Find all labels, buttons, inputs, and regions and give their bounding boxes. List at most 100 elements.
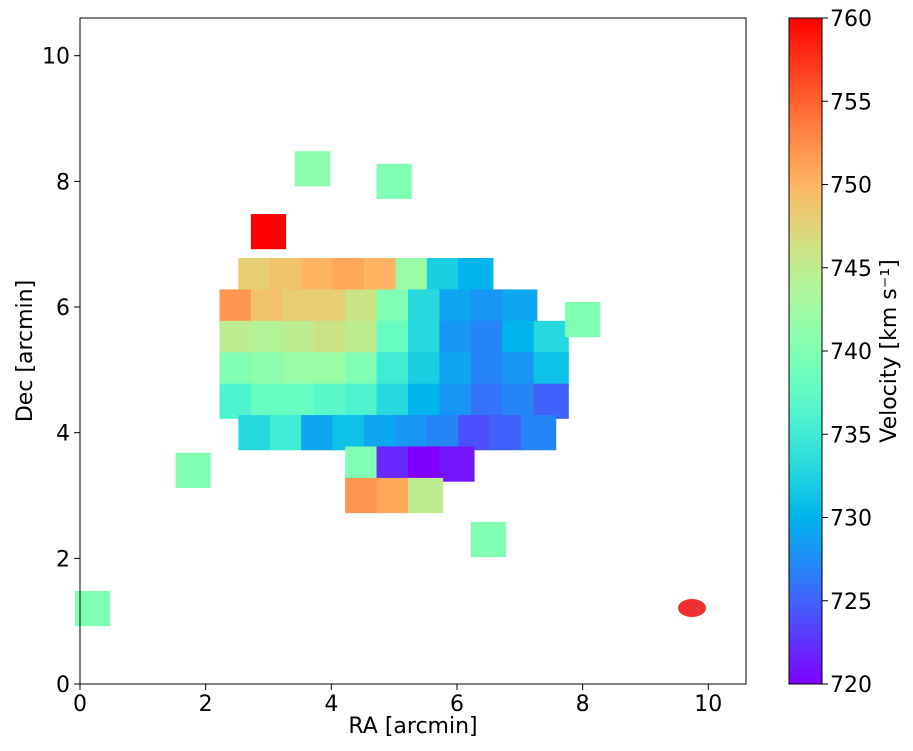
- y-tick-label: 0: [56, 673, 70, 698]
- x-tick-label: 6: [450, 692, 464, 717]
- velocity-pixel: [470, 320, 506, 357]
- velocity-pixel: [439, 320, 475, 357]
- velocity-pixel: [250, 383, 287, 419]
- plot-frame: [79, 17, 747, 685]
- velocity-pixel: [219, 289, 255, 325]
- velocity-pixel: [238, 415, 274, 451]
- colorbar-label: Velocity [km s⁻¹]: [877, 259, 902, 443]
- velocity-pixel: [407, 352, 444, 388]
- velocity-pixel: [345, 320, 381, 357]
- velocity-pixel: [332, 258, 368, 294]
- colorbar-tick-label: 725: [830, 590, 872, 615]
- velocity-pixel: [407, 446, 444, 482]
- y-tick-label: 8: [56, 170, 70, 195]
- velocity-pixel: [269, 415, 305, 451]
- velocity-pixel: [269, 258, 305, 294]
- velocity-pixel: [345, 446, 381, 482]
- velocity-pixel: [407, 320, 444, 357]
- velocity-pixel: [426, 258, 463, 294]
- velocity-pixel: [470, 352, 506, 388]
- velocity-pixel: [282, 352, 318, 388]
- velocity-pixel: [250, 320, 287, 357]
- x-tick-label: 0: [73, 692, 87, 717]
- velocity-pixel: [219, 352, 255, 388]
- velocity-pixel: [407, 477, 444, 514]
- velocity-pixel: [332, 415, 368, 451]
- velocity-pixel: [489, 415, 525, 451]
- velocity-pixel: [345, 289, 381, 325]
- colorbar-tick-label: 720: [830, 673, 872, 698]
- velocity-pixel: [301, 258, 337, 294]
- velocity-pixel: [345, 477, 381, 514]
- velocity-pixel: [533, 352, 569, 388]
- velocity-pixel: [502, 383, 538, 419]
- velocity-pixel: [175, 452, 211, 488]
- velocity-pixel: [470, 289, 506, 325]
- x-tick-label: 8: [576, 692, 590, 717]
- colorbar-tick-label: 755: [830, 90, 872, 115]
- velocity-pixel: [363, 258, 400, 294]
- velocity-pixel: [458, 258, 494, 294]
- x-tick-label: 4: [324, 692, 338, 717]
- velocity-pixel: [376, 352, 412, 388]
- velocity-pixel: [313, 320, 349, 357]
- velocity-pixel: [439, 446, 475, 482]
- velocity-pixel: [282, 289, 318, 325]
- velocity-pixel: [533, 320, 569, 357]
- velocity-pixel: [470, 383, 506, 419]
- velocity-pixel: [439, 352, 475, 388]
- colorbar-tick-label: 760: [830, 7, 872, 32]
- velocity-pixel: [376, 383, 412, 419]
- velocity-pixel: [521, 415, 557, 451]
- velocity-pixel: [282, 383, 318, 419]
- velocity-pixel: [376, 320, 412, 357]
- velocity-pixel: [345, 352, 381, 388]
- velocity-pixel: [502, 289, 538, 325]
- velocity-pixel: [439, 383, 475, 419]
- velocity-pixel: [219, 320, 255, 357]
- velocity-pixel: [282, 320, 318, 357]
- velocity-pixel: [313, 289, 349, 325]
- velocity-pixel: [345, 383, 381, 419]
- velocity-pixel: [458, 415, 494, 451]
- velocity-pixel: [502, 352, 538, 388]
- velocity-pixel: [363, 415, 400, 451]
- y-tick-label: 6: [56, 296, 70, 321]
- x-axis-label: RA [arcmin]: [348, 714, 477, 739]
- velocity-pixel: [376, 446, 412, 482]
- colorbar-tick-label: 740: [830, 340, 872, 365]
- y-axis-label: Dec [arcmin]: [13, 280, 38, 422]
- velocity-pixel: [313, 352, 349, 388]
- y-tick-label: 10: [42, 45, 70, 70]
- y-tick-label: 4: [56, 422, 70, 447]
- velocity-pixel: [313, 383, 349, 419]
- velocity-pixel: [407, 289, 444, 325]
- velocity-pixel: [250, 289, 287, 325]
- x-tick-label: 10: [694, 692, 722, 717]
- velocity-pixel: [376, 477, 412, 514]
- velocity-pixel: [426, 415, 463, 451]
- velocity-pixel: [565, 301, 601, 338]
- velocity-pixel: [407, 383, 444, 419]
- colorbar: [788, 17, 823, 685]
- velocity-pixel: [219, 383, 255, 419]
- velocity-pixel: [533, 383, 569, 419]
- y-tick-label: 2: [56, 547, 70, 572]
- beam: [678, 599, 706, 617]
- velocity-pixel: [250, 352, 287, 388]
- colorbar-tick-label: 750: [830, 174, 872, 199]
- velocity-pixel: [502, 320, 538, 357]
- colorbar-tick-label: 735: [830, 423, 872, 448]
- velocity-pixel: [376, 163, 412, 199]
- velocity-pixel: [238, 258, 274, 294]
- velocity-pixel: [439, 289, 475, 325]
- velocity-pixel: [301, 415, 337, 451]
- velocity-pixel: [395, 258, 431, 294]
- x-tick-label: 2: [199, 692, 213, 717]
- colorbar-tick-label: 745: [830, 257, 872, 282]
- colorbar-tick-label: 730: [830, 507, 872, 532]
- velocity-pixel: [395, 415, 431, 451]
- velocity-pixel: [294, 151, 331, 187]
- velocity-pixel: [250, 214, 287, 250]
